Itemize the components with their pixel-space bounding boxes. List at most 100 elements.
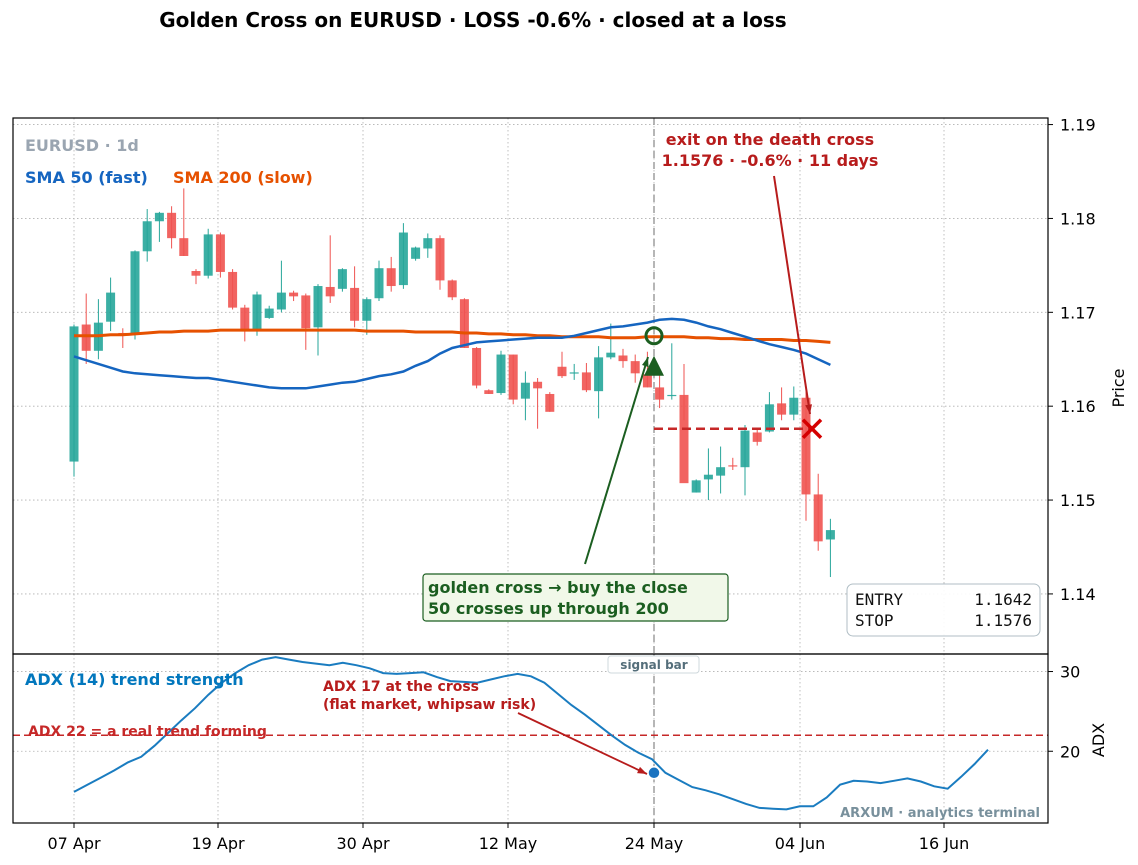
price-tick-label: 1.19: [1060, 116, 1096, 135]
candle-body: [386, 268, 396, 287]
adx-arrow-head: [637, 766, 647, 774]
candle-body: [301, 295, 311, 329]
candle-body: [167, 212, 177, 239]
candle-body: [557, 366, 567, 377]
x-tick-label: 19 Apr: [191, 834, 245, 853]
info-stop-label: STOP: [855, 611, 894, 630]
signal-bar-tag: signal bar: [620, 658, 687, 672]
candle-body: [179, 238, 189, 256]
candle-body: [679, 394, 689, 484]
adx-line: [73, 656, 989, 811]
adx-axis-label: ADX: [1089, 723, 1108, 757]
candle-body: [508, 354, 518, 400]
candle-body: [703, 474, 713, 480]
adx-tick-label: 30: [1060, 663, 1080, 682]
price-gridlines: [13, 118, 1048, 654]
candle-body: [106, 292, 116, 322]
candle-body: [655, 387, 665, 400]
watermark: ARXUM · analytics terminal: [840, 806, 1040, 821]
candle-body: [472, 347, 482, 386]
candle-body: [667, 394, 677, 397]
price-tick-label: 1.14: [1060, 585, 1096, 604]
candle-body: [581, 372, 591, 391]
candle-body: [350, 287, 360, 321]
trade-markers: [584, 175, 823, 565]
candle-body: [203, 234, 213, 276]
chart-title: Golden Cross on EURUSD · LOSS -0.6% · cl…: [159, 8, 787, 32]
exit-annotation-line1: exit on the death cross: [666, 130, 874, 149]
adx-panel: [13, 654, 1048, 823]
adx-tick-label: 20: [1060, 742, 1080, 761]
x-tick-label: 30 Apr: [336, 834, 390, 853]
exit-annotation-line2: 1.1576 · -0.6% · 11 days: [662, 151, 879, 170]
trade-info-box: [846, 583, 1041, 637]
candle-body: [459, 299, 469, 348]
adx-arrow: [517, 712, 648, 775]
golden-annotation-line1: golden cross → buy the close: [428, 578, 688, 597]
golden-cross-marker: [644, 326, 664, 346]
legend-sma200: SMA 200 (slow): [173, 168, 313, 187]
x-tick-label: 07 Apr: [47, 834, 101, 853]
candle-body: [642, 374, 652, 388]
candle-body: [716, 467, 726, 476]
candle-body: [362, 299, 372, 321]
x-tick-label: 04 Jun: [775, 834, 825, 853]
candle-body: [606, 352, 616, 358]
candle-body: [264, 308, 274, 318]
candle-body: [423, 238, 433, 249]
sma50-line: [73, 317, 831, 390]
candle-body: [813, 494, 823, 542]
candle-body: [69, 326, 79, 462]
exit-arrow: [773, 175, 811, 415]
price-tick-label: 1.18: [1060, 209, 1096, 228]
entry-triangle: [644, 355, 664, 376]
candle-body: [740, 430, 750, 468]
price-tick-label: 1.15: [1060, 491, 1096, 510]
candle-body: [447, 280, 457, 298]
golden-annotation-line2: 50 crosses up through 200: [428, 599, 669, 618]
candle-body: [142, 221, 152, 252]
candle-body: [325, 286, 335, 297]
candle-body: [484, 390, 494, 394]
info-stop-value: 1.1576: [974, 611, 1032, 630]
legend-sma50: SMA 50 (fast): [25, 168, 148, 187]
info-entry-value: 1.1642: [974, 590, 1032, 609]
candle-body: [435, 238, 445, 281]
candle-body: [252, 294, 262, 330]
candle-body: [594, 357, 604, 392]
symbol-label: EURUSD · 1d: [25, 136, 139, 155]
adx-marker-label-line2: (flat market, whipsaw risk): [323, 697, 536, 713]
candle-body: [398, 232, 408, 286]
candle-body: [789, 397, 799, 415]
candle-body: [569, 372, 579, 374]
candle-body: [801, 397, 811, 495]
adx-marker-label-line1: ADX 17 at the cross: [323, 679, 479, 695]
exit-marker: [801, 418, 823, 439]
candle-body: [545, 393, 555, 412]
candle-body: [130, 251, 140, 335]
sma200-line: [74, 328, 831, 344]
candle-body: [752, 432, 762, 442]
axes: 1.14 1.15 1.16 1.17 1.18 1.19 20 30 07 Apr 19 Apr…: [12, 116, 1096, 853]
candle-body: [289, 292, 299, 297]
adx-threshold-label: ADX 22 = a real trend forming: [28, 724, 267, 740]
candle-body: [81, 324, 91, 351]
exit-arrow-head: [805, 404, 812, 414]
candle-body: [777, 403, 787, 415]
price-axis-label: Price: [1109, 368, 1128, 407]
golden-arrow: [584, 356, 649, 565]
candle-body: [154, 212, 164, 222]
moving-averages: [73, 317, 831, 390]
candle-body: [228, 271, 238, 308]
candle-body: [630, 361, 640, 374]
candle-body: [533, 381, 543, 389]
candle-body: [618, 355, 628, 362]
candle-body: [764, 404, 774, 432]
candle-body: [825, 530, 835, 540]
candlesticks: [69, 188, 835, 578]
candle-body: [191, 271, 201, 276]
price-tick-label: 1.17: [1060, 303, 1096, 322]
price-tick-label: 1.16: [1060, 397, 1096, 416]
x-tick-label: 16 Jun: [919, 834, 969, 853]
